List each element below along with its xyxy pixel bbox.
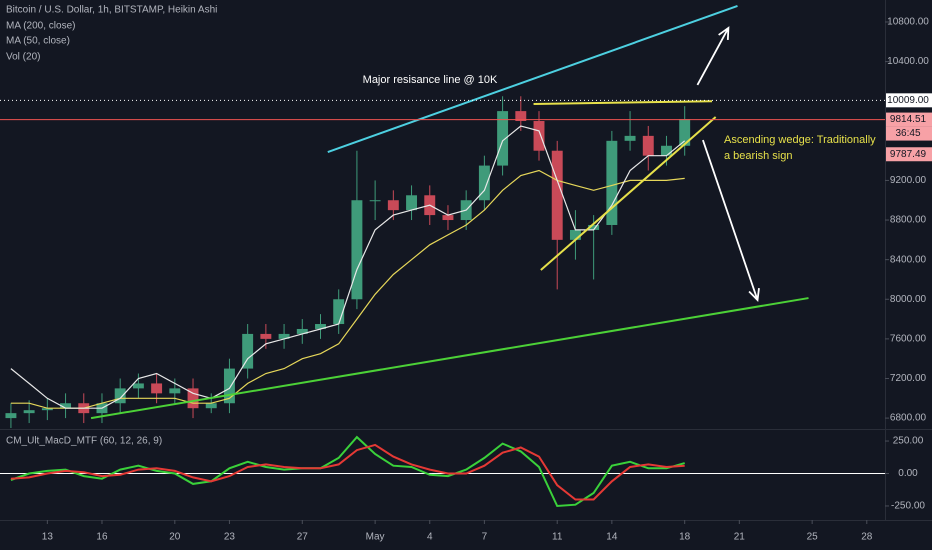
price-label: 9787.49	[890, 149, 927, 160]
x-tick-label: 23	[224, 532, 236, 543]
candle-body	[169, 388, 181, 394]
plot	[0, 4, 885, 508]
candle-body	[5, 413, 17, 419]
candle-body	[478, 165, 490, 201]
x-tick-label: 28	[861, 532, 873, 543]
countdown-box	[886, 126, 932, 141]
trendline	[540, 116, 717, 271]
y-tick-label: 10800.00	[887, 17, 929, 28]
price-label: 10009.00	[887, 95, 929, 106]
candle-body	[260, 333, 272, 339]
legend-entry: Vol (20)	[6, 52, 40, 63]
price-label: 9814.51	[890, 114, 927, 125]
price-label-box	[886, 93, 932, 108]
x-tick-label: May	[366, 532, 385, 543]
y-tick-label: -250.00	[891, 501, 925, 512]
x-tick-label: 18	[679, 532, 691, 543]
candle-body	[315, 324, 326, 329]
price-label-box	[886, 147, 932, 162]
countdown: 36:45	[895, 128, 920, 139]
candle-body	[242, 333, 254, 369]
annotation: Ascending wedge: Traditionally	[724, 134, 876, 146]
trendline	[90, 297, 809, 420]
candle-body	[187, 388, 199, 409]
candle-body	[60, 403, 72, 409]
x-tick-label: 11	[552, 532, 563, 543]
candle-body	[132, 383, 144, 389]
candle-body	[151, 383, 163, 394]
y-tick-label: 250.00	[893, 436, 924, 447]
x-tick-label: 14	[606, 532, 618, 543]
candle-body	[551, 150, 563, 240]
indicator-line	[10, 443, 685, 501]
candle-body	[515, 111, 527, 122]
candle-body	[296, 328, 308, 334]
candle-body	[642, 135, 654, 156]
y-tick-label: 8400.00	[890, 254, 927, 265]
candle-body	[223, 368, 235, 404]
candle-body	[351, 200, 363, 300]
y-tick-label: 0.00	[898, 468, 918, 479]
x-tick-label: 16	[96, 532, 108, 543]
annotation: a bearish sign	[724, 150, 793, 162]
y-tick-label: 7600.00	[890, 334, 927, 345]
candle-body	[387, 200, 399, 211]
candle-body	[497, 111, 509, 166]
chart-title: Bitcoin / U.S. Dollar, 1h, BITSTAMP, Hei…	[6, 5, 217, 16]
annotation: Major resisance line @ 10K	[363, 74, 498, 86]
x-tick-label: 21	[734, 532, 746, 543]
moving-average	[10, 125, 686, 409]
candle-body	[661, 145, 672, 156]
candle-body	[588, 224, 600, 230]
candle-body	[23, 410, 35, 414]
x-tick-label: 7	[482, 532, 488, 543]
candle-body	[569, 229, 581, 240]
x-tick-label: 13	[42, 532, 54, 543]
indicator-line	[10, 435, 685, 508]
x-tick-label: 27	[297, 532, 309, 543]
y-tick-label: 7200.00	[890, 373, 927, 384]
y-tick-label: 8800.00	[890, 215, 927, 226]
arrow	[696, 26, 730, 86]
arrow	[702, 139, 760, 303]
legend-entry: MA (200, close)	[6, 21, 75, 32]
x-tick-label: 25	[807, 532, 819, 543]
candle-body	[606, 140, 618, 225]
y-tick-label: 9200.00	[890, 175, 927, 186]
y-tick-label: 10400.00	[887, 56, 929, 67]
candle-body	[442, 215, 454, 221]
candle-body	[406, 195, 418, 211]
y-tick-label: 6800.00	[890, 413, 927, 424]
candle-body	[624, 135, 636, 141]
y-tick-label: 8000.00	[890, 294, 927, 305]
candle-body	[679, 119, 691, 146]
trendline	[533, 100, 713, 105]
x-tick-label: 4	[427, 532, 433, 543]
candle-body	[278, 333, 290, 339]
indicator-title: CM_Ult_MacD_MTF (60, 12, 26, 9)	[6, 436, 162, 447]
x-tick-label: 20	[169, 532, 181, 543]
price-label-box	[886, 112, 932, 127]
candle-body	[333, 299, 345, 325]
trendline	[327, 4, 738, 153]
candle-body	[533, 121, 545, 151]
candle-body	[369, 200, 381, 202]
candle-body	[114, 388, 126, 404]
candle-body	[41, 408, 53, 411]
legend-entry: MA (50, close)	[6, 36, 70, 47]
moving-average	[10, 169, 685, 409]
candle-body	[205, 403, 217, 409]
